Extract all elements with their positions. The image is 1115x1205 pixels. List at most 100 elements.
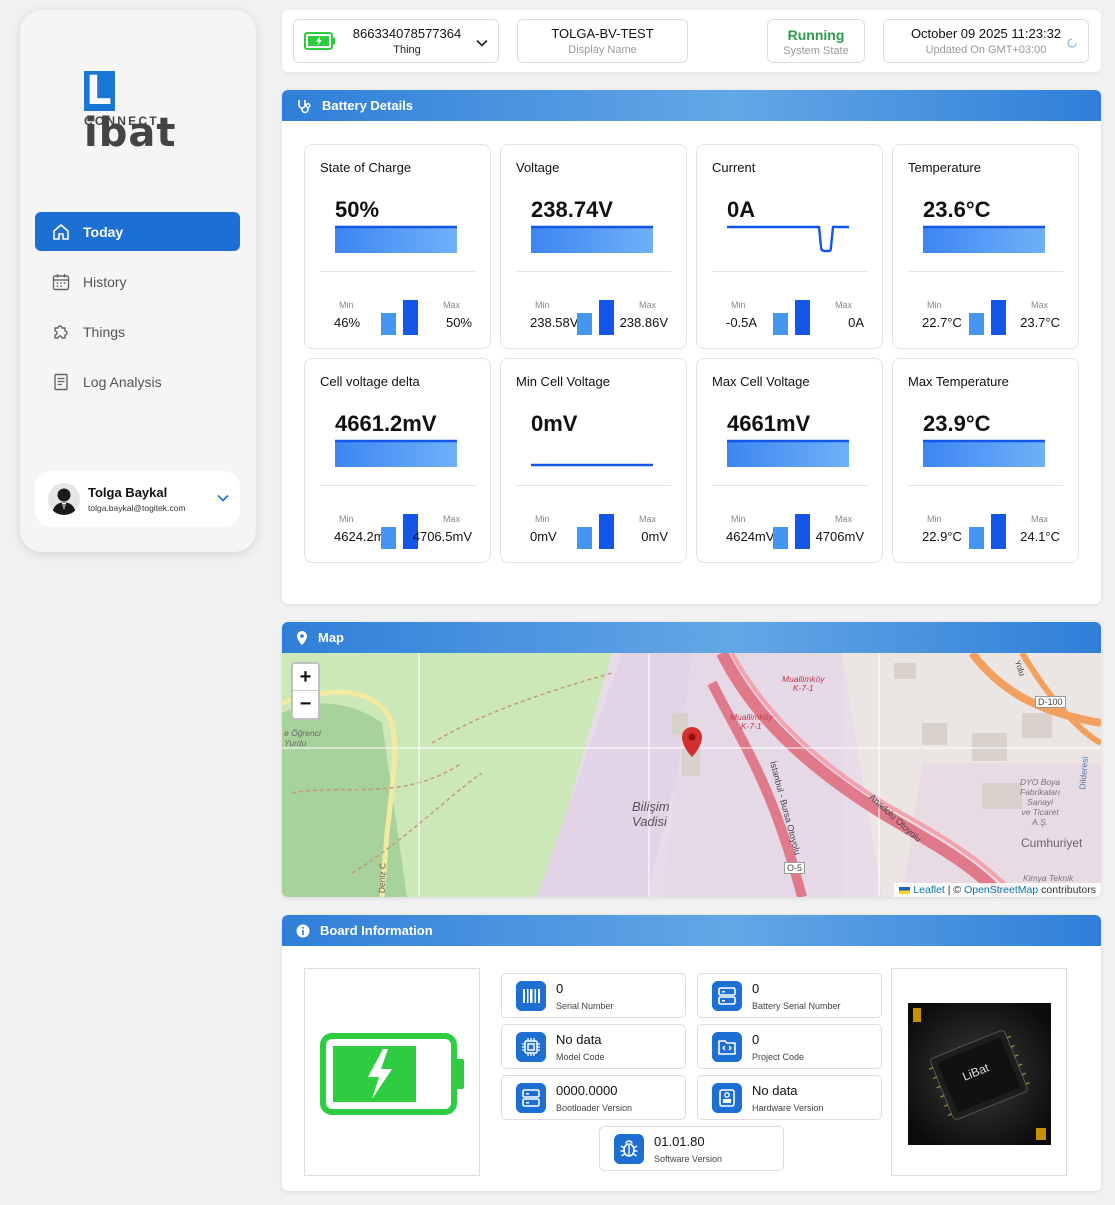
flag-icon [899, 886, 911, 894]
metric-max-label: Max [834, 514, 852, 524]
sidebar-item-today[interactable]: Today [35, 212, 240, 251]
metric-min-bar [969, 527, 984, 549]
map-attribution: Leaflet | © OpenStreetMap contributors [894, 883, 1101, 897]
metric-max-label: Max [442, 300, 460, 310]
map-label-junction: Muallimköy K-7-1 [730, 712, 773, 731]
metric-minmax-bars [773, 514, 810, 549]
display-name-box: TOLGA-BV-TEST Display Name [517, 19, 688, 63]
map-label-junction: Muallimköy K-7-1 [782, 674, 825, 693]
metric-min-label: Min [731, 514, 746, 524]
metric-min-bar [969, 313, 984, 335]
metric-min-bar [381, 313, 396, 335]
metric-min-value: 0mV [530, 529, 557, 544]
divider [908, 271, 1063, 272]
metric-sparkline [335, 225, 457, 253]
sidebar-item-label: Today [83, 223, 124, 240]
puzzle-icon [54, 324, 68, 339]
metric-minmax-bars [577, 300, 614, 335]
metric-max-label: Max [1030, 514, 1048, 524]
board-info-value: 0000.0000 [556, 1083, 618, 1098]
metric-card: Cell voltage delta 4661.2mV Min 4624.2mV Max… [304, 358, 491, 563]
panel-title: Battery Details [322, 98, 414, 113]
metric-minmax-bars [381, 300, 418, 335]
metric-max-value: 4706mV [815, 529, 864, 544]
metric-max-bar [991, 514, 1006, 549]
metric-min-value: 46% [334, 315, 361, 330]
metric-value: 238.74V [531, 197, 613, 222]
metric-sparkline [923, 225, 1045, 253]
metric-min-bar [773, 527, 788, 549]
metric-max-value: 4706.5mV [412, 529, 472, 544]
board-info-value: 0 [752, 1032, 760, 1047]
metric-max-label: Max [638, 514, 656, 524]
zoom-in-button[interactable]: + [293, 664, 318, 691]
chevron-down-icon[interactable] [475, 36, 489, 50]
zoom-out-button[interactable]: − [299, 693, 312, 715]
panel-title: Board Information [320, 923, 433, 938]
server-icon [712, 981, 742, 1011]
attribution-tail: contributors [1038, 884, 1096, 896]
sidebar-item-things[interactable]: Things [35, 312, 240, 351]
board-info-label: Project Code [752, 1052, 805, 1062]
map-view[interactable]: Bilişim Vadisi Cumhuriyet Muallimköy K-7… [282, 653, 1101, 897]
metric-minmax-bars [381, 514, 418, 549]
stethoscope-icon [298, 99, 311, 113]
metric-min-value: 22.7°C [922, 315, 962, 330]
sidebar-item-log-analysis[interactable]: Log Analysis [35, 362, 240, 401]
board-info-value: 0 [752, 981, 760, 996]
user-name: Tolga Baykal [88, 485, 168, 500]
metric-sparkline [923, 439, 1045, 467]
metric-min-bar [577, 527, 592, 549]
metric-minmax-bars [969, 300, 1006, 335]
metric-min-bar [773, 313, 788, 335]
metric-card: State of Charge 50% Min 46% Max 50% [304, 144, 491, 349]
metric-title: Max Cell Voltage [712, 374, 810, 389]
top-bar: 866334078577364 Thing TOLGA-BV-TEST Disp… [282, 10, 1101, 72]
chevron-down-icon[interactable] [216, 491, 230, 505]
metric-max-value: 0mV [641, 529, 668, 544]
calendar-icon [52, 273, 70, 290]
thing-selector[interactable]: 866334078577364 Thing [293, 19, 499, 63]
metric-max-value: 50% [445, 315, 472, 330]
thing-label: Thing [393, 44, 421, 56]
metric-max-value: 238.86V [619, 315, 668, 330]
metric-title: Cell voltage delta [320, 374, 420, 389]
metric-min-label: Min [535, 300, 550, 310]
avatar [48, 483, 80, 515]
sidebar-item-history[interactable]: History [35, 262, 240, 301]
board-info-value: No data [752, 1083, 798, 1098]
user-card[interactable]: Tolga Baykal tolga.baykal@togitek.com [35, 471, 240, 527]
divider [712, 271, 867, 272]
chip-image: LiBat [891, 968, 1067, 1176]
barcode-icon [516, 981, 546, 1011]
display-name-value: TOLGA-BV-TEST [551, 26, 654, 41]
map-marker-icon[interactable] [682, 727, 702, 757]
osm-link[interactable]: OpenStreetMap [964, 884, 1039, 896]
metric-min-label: Min [535, 514, 550, 524]
info-icon [296, 924, 310, 937]
metric-max-label: Max [1030, 300, 1048, 310]
libat-logo: Libat CONNECT [84, 70, 194, 154]
battery-charging-icon [304, 32, 335, 50]
sidebar-item-label: Things [83, 323, 126, 340]
metric-minmax-bars [577, 514, 614, 549]
metric-value: 0mV [531, 411, 578, 436]
board-info-item: 0000.0000 Bootloader Version [501, 1075, 686, 1120]
board-info-label: Battery Serial Number [752, 1001, 841, 1011]
metric-max-bar [991, 300, 1006, 335]
metric-card: Current 0A Min -0.5A Max 0A [696, 144, 883, 349]
metric-max-bar [795, 514, 810, 549]
board-info-value: No data [556, 1032, 602, 1047]
metric-title: Temperature [908, 160, 981, 175]
metric-minmax-bars [773, 300, 810, 335]
divider [320, 485, 475, 486]
map-label-district: Cumhuriyet [1021, 836, 1083, 850]
leaflet-link[interactable]: Leaflet [913, 884, 945, 896]
board-info-item: 0 Battery Serial Number [697, 973, 882, 1018]
logo-subtitle: CONNECT [84, 114, 159, 128]
map-label-o5: O-5 [784, 862, 806, 874]
map-header: Map [282, 622, 1101, 653]
metric-value: 4661.2mV [335, 411, 437, 436]
server-icon [516, 1083, 546, 1113]
battery-large-icon [320, 1033, 464, 1115]
